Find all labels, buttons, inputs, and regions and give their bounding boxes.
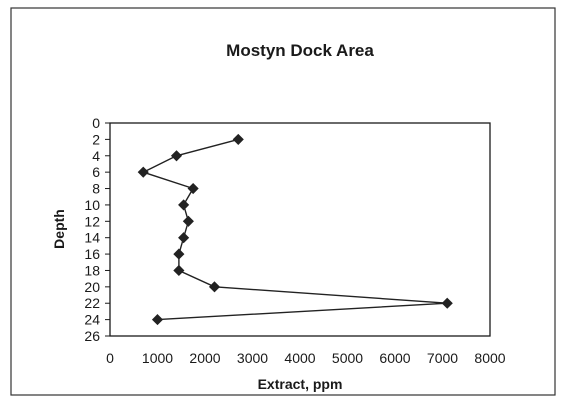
y-tick-label: 26 <box>84 328 100 344</box>
data-point-marker <box>173 248 185 260</box>
x-axis-label: Extract, ppm <box>258 376 343 392</box>
x-tick-label: 7000 <box>427 350 458 366</box>
y-tick-label: 10 <box>84 197 100 213</box>
y-tick-label: 4 <box>92 148 100 164</box>
data-point-marker <box>208 281 221 293</box>
x-tick-label: 1000 <box>142 350 173 366</box>
series-line <box>141 138 448 321</box>
data-point-marker <box>178 232 190 244</box>
x-tick-label: 2000 <box>189 350 220 366</box>
data-point-marker <box>170 150 183 162</box>
x-tick-label: 8000 <box>474 350 505 366</box>
y-tick-label: 20 <box>84 279 100 295</box>
plot-area <box>109 122 491 337</box>
y-tick-label: 8 <box>92 181 100 197</box>
chart-title: Mostyn Dock Area <box>226 41 374 60</box>
y-tick-label: 2 <box>92 131 100 147</box>
chart-border <box>10 7 556 396</box>
data-point-marker <box>232 133 244 145</box>
x-tick-group: 0 1000 2000 3000 4000 5000 6000 7000 8000 <box>106 350 506 366</box>
y-tick-label: 22 <box>84 295 100 311</box>
x-tick-label: 3000 <box>237 350 268 366</box>
y-tick-label: 6 <box>92 164 100 180</box>
y-tick-label: 18 <box>84 262 100 278</box>
data-point-marker <box>187 182 199 195</box>
x-tick-label: 0 <box>106 350 114 366</box>
x-tick-label: 4000 <box>284 350 315 366</box>
data-point-marker <box>182 215 194 227</box>
x-tick-label: 5000 <box>332 350 363 366</box>
y-tick-label: 16 <box>84 246 100 262</box>
y-tick-label: 0 <box>92 115 100 131</box>
y-tick-label: 12 <box>84 213 100 229</box>
data-point-marker <box>173 264 185 277</box>
data-point-marker <box>178 199 190 211</box>
y-axis-label: Depth <box>51 209 67 249</box>
y-tick-label: 24 <box>84 312 100 328</box>
data-point-marker <box>151 314 164 326</box>
x-tick-label: 6000 <box>379 350 410 366</box>
y-tick-label: 14 <box>84 230 100 246</box>
data-point-marker <box>441 297 453 309</box>
series-layer <box>137 133 453 326</box>
data-point-marker <box>137 166 149 178</box>
